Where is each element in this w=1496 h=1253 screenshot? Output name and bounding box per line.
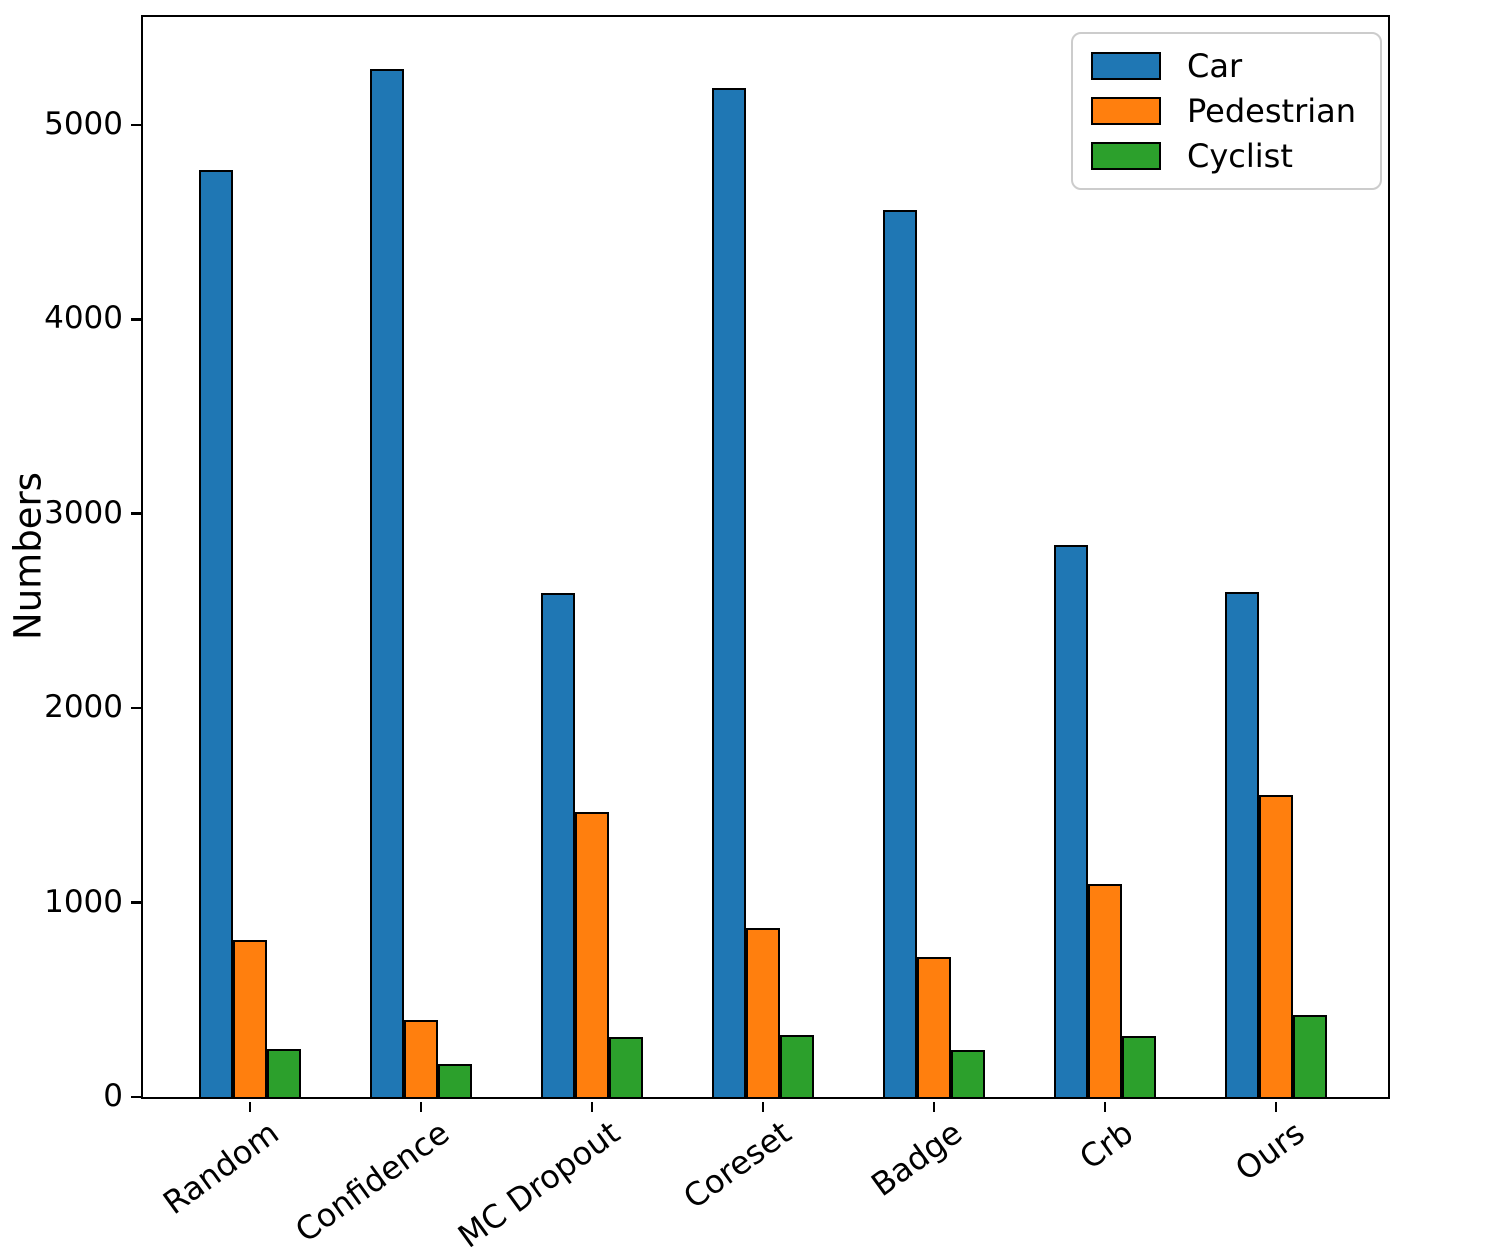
plot-area: 0 1000 2000 3000 4000 5000 Random Confidence MC… bbox=[44, 15, 1390, 1253]
bar-pedestrian-random bbox=[233, 939, 267, 1097]
bar-pedestrian-crb bbox=[1088, 884, 1122, 1097]
bar-pedestrian-mc-dropout bbox=[575, 812, 609, 1097]
bar-car-ours bbox=[1225, 591, 1259, 1097]
y-tick-label-1000: 1000 bbox=[44, 883, 123, 920]
x-tick-ours bbox=[1274, 1102, 1278, 1112]
bar-car-mc-dropout bbox=[541, 593, 575, 1097]
y-tick-1000 bbox=[130, 901, 141, 904]
y-tick-label-4000: 4000 bbox=[44, 300, 123, 337]
bar-car-badge bbox=[883, 210, 917, 1097]
bar-pedestrian-coreset bbox=[746, 927, 780, 1097]
bar-cyclist-badge bbox=[951, 1050, 985, 1097]
legend-entry-pedestrian: Pedestrian bbox=[1091, 95, 1356, 127]
bar-cyclist-ours bbox=[1293, 1015, 1327, 1097]
legend-label-pedestrian: Pedestrian bbox=[1187, 92, 1356, 130]
bar-cyclist-coreset bbox=[780, 1034, 814, 1097]
legend-label-car: Car bbox=[1187, 47, 1243, 85]
y-tick-5000 bbox=[130, 123, 141, 127]
bar-pedestrian-badge bbox=[917, 957, 951, 1097]
x-tick-random bbox=[248, 1102, 252, 1112]
legend-entry-car: Car bbox=[1091, 50, 1356, 82]
x-tick-badge bbox=[932, 1102, 936, 1112]
legend: Car Pedestrian Cyclist bbox=[1071, 32, 1382, 190]
x-tick-label-badge: Badge bbox=[864, 1113, 970, 1205]
y-tick-label-3000: 3000 bbox=[44, 494, 123, 531]
legend-swatch-car bbox=[1091, 52, 1161, 80]
x-tick-crb bbox=[1103, 1102, 1107, 1112]
bar-car-crb bbox=[1054, 544, 1088, 1097]
x-tick-label-mc-dropout: MC Dropout bbox=[451, 1113, 628, 1253]
bar-car-random bbox=[199, 169, 233, 1097]
x-tick-label-crb: Crb bbox=[1072, 1113, 1141, 1177]
y-tick-label-0: 0 bbox=[103, 1078, 123, 1114]
y-tick-2000 bbox=[130, 706, 141, 710]
bar-cyclist-random bbox=[267, 1049, 301, 1097]
bar-pedestrian-ours bbox=[1259, 794, 1293, 1097]
x-tick-label-confidence: Confidence bbox=[288, 1113, 457, 1250]
x-tick-coreset bbox=[761, 1102, 765, 1112]
x-tick-mc-dropout bbox=[590, 1102, 594, 1112]
legend-swatch-cyclist bbox=[1091, 142, 1161, 170]
bar-car-coreset bbox=[712, 87, 746, 1097]
bar-cyclist-mc-dropout bbox=[609, 1036, 643, 1097]
bar-pedestrian-confidence bbox=[404, 1020, 438, 1097]
bar-car-confidence bbox=[370, 68, 404, 1097]
x-tick-label-coreset: Coreset bbox=[676, 1113, 799, 1217]
x-tick-label-random: Random bbox=[155, 1113, 286, 1222]
y-tick-3000 bbox=[130, 512, 141, 515]
x-tick-confidence bbox=[419, 1102, 423, 1112]
y-tick-label-2000: 2000 bbox=[44, 689, 123, 726]
bar-cyclist-confidence bbox=[438, 1063, 472, 1097]
y-tick-4000 bbox=[130, 318, 141, 321]
y-tick-label-5000: 5000 bbox=[44, 105, 123, 142]
x-tick-label-ours: Ours bbox=[1227, 1113, 1312, 1189]
y-tick-0 bbox=[130, 1095, 141, 1099]
legend-label-cyclist: Cyclist bbox=[1187, 137, 1293, 175]
legend-entry-cyclist: Cyclist bbox=[1091, 140, 1356, 172]
legend-swatch-pedestrian bbox=[1091, 97, 1161, 125]
bar-cyclist-crb bbox=[1122, 1035, 1156, 1097]
